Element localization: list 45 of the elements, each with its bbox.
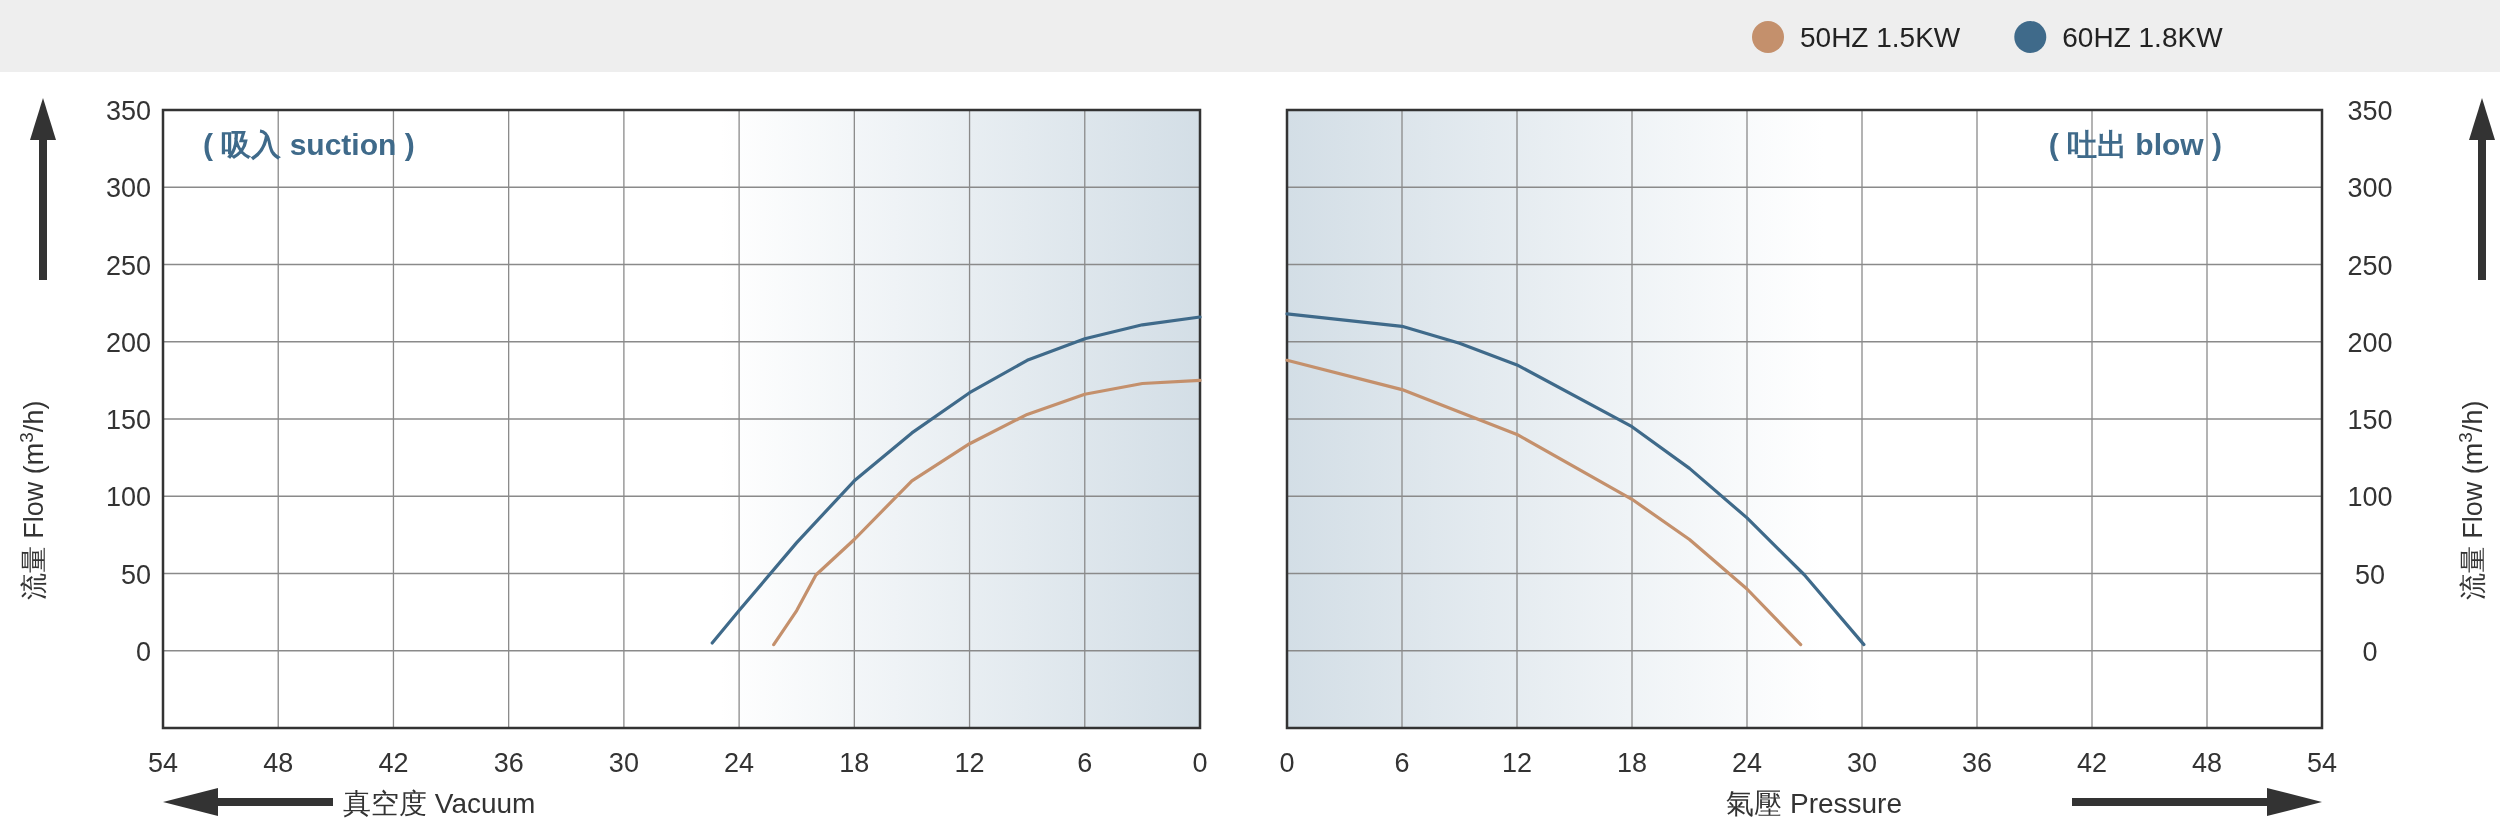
x-tick-label: 12 (1501, 748, 1533, 778)
x-tick-label: 30 (1846, 748, 1878, 778)
x-tick-label: 24 (724, 748, 755, 778)
y-tick-label: 100 (105, 482, 151, 513)
legend-label: 50HZ 1.5KW (1800, 22, 1961, 53)
y-tick-label: 200 (105, 327, 151, 358)
x-tick-label: 0 (1279, 748, 1295, 778)
y-tick-label: 350 (105, 96, 151, 126)
x-tick-label: 18 (839, 748, 870, 778)
y-tick-label: 250 (2347, 250, 2393, 281)
x-axis-title: 氣壓 Pressure (1726, 788, 1902, 819)
y-tick-label: 150 (105, 405, 151, 435)
x-tick-label: 24 (1731, 748, 1763, 778)
y-tick-label: 150 (2347, 405, 2393, 435)
x-tick-label: 6 (1077, 748, 1093, 778)
x-axis-title: 真空度 Vacuum (343, 788, 536, 819)
x-tick-label: 48 (263, 748, 294, 778)
x-tick-label: 42 (378, 748, 409, 778)
y-tick-label: 300 (2347, 173, 2393, 204)
x-tick-label: 36 (493, 748, 524, 778)
annotation: ( 吐出 blow ) (2048, 128, 2222, 161)
x-tick-label: 48 (2191, 748, 2223, 778)
x-tick-label: 54 (147, 748, 179, 778)
y-tick-label: 250 (105, 250, 151, 281)
legend-label: 60HZ 1.8KW (2062, 22, 2224, 53)
x-tick-label: 12 (954, 748, 985, 778)
x-tick-label: 36 (1961, 748, 1993, 778)
line-series (772, 378, 1202, 647)
x-tick-label: 18 (1616, 748, 1648, 778)
x-tick-label: 42 (2076, 748, 2108, 778)
y-tick-label: 50 (2354, 559, 2386, 590)
y-tick-label: 0 (135, 636, 151, 667)
x-tick-label: 0 (1192, 748, 1208, 778)
y-tick-label: 300 (105, 173, 151, 204)
y-tick-label: 350 (2347, 96, 2393, 126)
x-tick-label: 6 (1394, 748, 1410, 778)
y-tick-label: 0 (2362, 636, 2378, 667)
line-series (1285, 358, 1803, 647)
y-tick-label: 50 (120, 559, 151, 590)
line-series (1285, 312, 1866, 647)
x-tick-label: 54 (2306, 748, 2338, 778)
y-tick-label: 200 (2347, 327, 2393, 358)
line-series (710, 315, 1202, 645)
y-tick-label: 100 (2347, 482, 2393, 513)
x-tick-label: 30 (608, 748, 639, 778)
